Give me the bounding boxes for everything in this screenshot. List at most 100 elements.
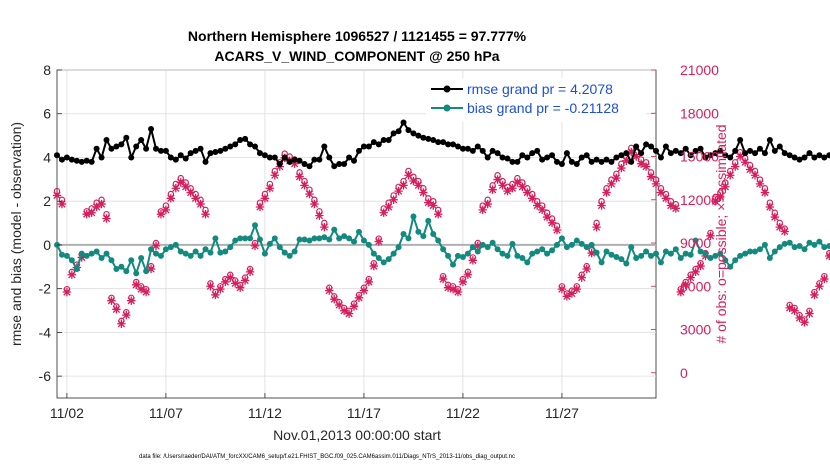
bias-point xyxy=(182,250,189,257)
rmse-point xyxy=(687,152,694,159)
rmse-point xyxy=(153,145,160,152)
obs-assimilated-point xyxy=(463,270,473,279)
bias-point xyxy=(296,236,303,243)
rmse-point xyxy=(118,141,125,148)
obs-assimilated-point xyxy=(557,284,567,294)
bias-point xyxy=(821,244,828,251)
bias-point xyxy=(153,250,160,257)
rmse-point xyxy=(692,147,699,154)
obs-assimilated-point xyxy=(518,182,527,191)
rmse-point xyxy=(811,154,818,161)
obs-assimilated-point xyxy=(97,199,106,209)
obs-assimilated-point xyxy=(488,185,497,194)
obs-assimilated-point xyxy=(716,192,725,202)
rmse-point xyxy=(588,158,595,165)
right-tick-label: 15000 xyxy=(680,149,719,165)
rmse-point xyxy=(519,152,526,159)
bias-point xyxy=(623,260,630,267)
rmse-point xyxy=(544,154,551,161)
rmse-point xyxy=(613,154,620,161)
bias-point xyxy=(633,255,640,262)
rmse-point xyxy=(623,150,630,157)
rmse-point xyxy=(390,130,397,137)
left-tick-label: 8 xyxy=(43,62,51,78)
rmse-point xyxy=(781,150,788,157)
obs-assimilated-point xyxy=(770,212,780,222)
bias-point xyxy=(484,244,491,251)
rmse-point xyxy=(108,145,115,152)
obs-assimilated-point xyxy=(508,184,517,193)
bias-point xyxy=(806,239,813,246)
rmse-point xyxy=(499,154,506,161)
rmse-point xyxy=(256,150,263,157)
bias-point xyxy=(613,253,620,260)
rmse-point xyxy=(756,145,763,152)
obs-assimilated-point xyxy=(612,173,621,183)
bias-point xyxy=(351,238,358,245)
rmse-point xyxy=(202,158,209,165)
obs-assimilated-point xyxy=(389,195,398,204)
obs-assimilated-point xyxy=(181,182,190,191)
left-axis-ticks: -6 -4 -2 0 2 4 6 8 xyxy=(39,62,62,384)
obs-assimilated-point xyxy=(300,181,309,190)
rmse-point xyxy=(707,152,714,159)
rmse-point xyxy=(380,136,387,143)
obs-assimilated-point xyxy=(334,300,344,310)
obs-assimilated-point xyxy=(270,171,280,180)
obs-assimilated-point xyxy=(374,237,383,246)
obs-assimilated-point xyxy=(468,256,478,265)
obs-assimilated-point xyxy=(513,178,522,187)
bias-point xyxy=(336,235,343,242)
rmse-point xyxy=(247,141,254,148)
bias-point xyxy=(653,250,659,257)
rmse-point xyxy=(58,156,65,163)
rmse-point xyxy=(167,154,174,161)
obs-assimilated-point xyxy=(206,282,215,291)
bias-point xyxy=(766,255,773,262)
rmse-point xyxy=(657,154,664,161)
rmse-point xyxy=(415,132,422,139)
bias-point xyxy=(568,241,575,248)
bias-point xyxy=(425,217,432,224)
bias-point xyxy=(202,246,209,253)
obs-assimilated-point xyxy=(765,202,775,212)
bias-point xyxy=(63,252,70,259)
rmse-point xyxy=(479,147,486,154)
rmse-point xyxy=(321,143,328,150)
bias-point xyxy=(271,235,278,242)
rmse-point xyxy=(558,161,565,168)
obs-assimilated-point xyxy=(686,273,695,282)
obs-assimilated-point xyxy=(731,162,740,171)
rmse-point xyxy=(261,152,268,159)
rmse-point xyxy=(88,158,95,165)
obs-assimilated-point xyxy=(805,309,814,318)
obs-assimilated-point xyxy=(636,159,646,168)
bias-point xyxy=(227,244,234,251)
bias-point xyxy=(826,243,830,250)
left-axis-label: rmse and bias (model - observation) xyxy=(8,122,24,346)
rmse-point xyxy=(128,154,135,161)
bias-point xyxy=(365,241,372,248)
bias-point xyxy=(252,222,259,229)
rmse-point xyxy=(420,134,427,141)
bias-point xyxy=(380,259,387,266)
bias-point xyxy=(78,250,85,257)
obs-assimilated-point xyxy=(592,222,601,232)
rmse-point xyxy=(608,158,615,165)
bias-point xyxy=(420,233,427,240)
bias-point xyxy=(103,250,110,257)
rmse-point xyxy=(425,135,432,142)
obs-assimilated-point xyxy=(102,214,111,223)
bias-point xyxy=(355,228,362,235)
bias-point xyxy=(415,228,422,235)
rmse-point xyxy=(63,154,70,161)
rmse-point xyxy=(395,128,402,135)
rmse-point xyxy=(222,145,229,152)
obs-assimilated-point xyxy=(631,152,641,161)
rmse-point xyxy=(252,143,259,150)
bias-point xyxy=(598,259,605,266)
rmse-point xyxy=(405,127,412,134)
bias-point xyxy=(553,241,560,248)
obs-assimilated-point xyxy=(404,171,413,180)
bias-point xyxy=(682,250,689,257)
